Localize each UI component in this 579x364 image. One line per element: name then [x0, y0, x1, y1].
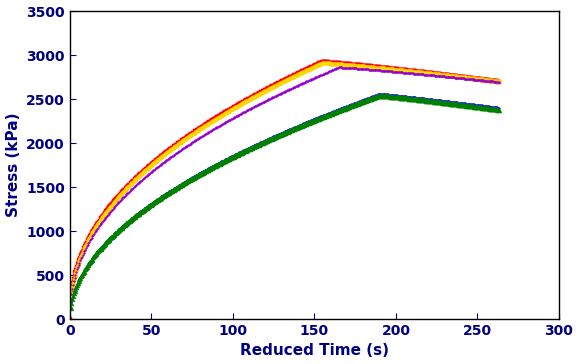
Y-axis label: Stress (kPa): Stress (kPa) [6, 113, 21, 217]
X-axis label: Reduced Time (s): Reduced Time (s) [240, 344, 389, 359]
